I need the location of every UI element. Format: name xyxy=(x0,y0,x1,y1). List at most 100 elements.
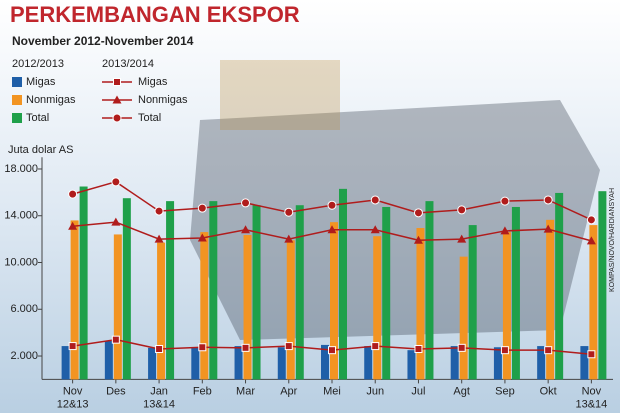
marker xyxy=(500,346,509,355)
bar xyxy=(580,346,589,380)
marker xyxy=(284,342,293,351)
bar xyxy=(148,347,157,380)
bar xyxy=(598,191,607,380)
legend-label: Nonmigas xyxy=(138,94,188,106)
legend-title: 2012/2013 xyxy=(12,58,64,70)
legend-swatch xyxy=(12,77,22,87)
marker xyxy=(68,221,78,230)
marker xyxy=(112,95,122,104)
bar xyxy=(459,256,468,380)
marker xyxy=(284,234,294,243)
x-tick-label: Sep xyxy=(495,385,515,397)
bar xyxy=(252,205,261,380)
marker xyxy=(327,200,337,210)
legend-swatch xyxy=(12,95,22,105)
chart-subtitle: November 2012-November 2014 xyxy=(12,34,194,48)
marker xyxy=(284,207,294,217)
bar xyxy=(511,206,520,380)
bar xyxy=(122,198,131,380)
legend-label: Migas xyxy=(138,76,168,88)
bar xyxy=(209,201,218,380)
marker xyxy=(457,343,466,352)
marker xyxy=(543,195,553,205)
marker xyxy=(587,350,596,359)
bar xyxy=(70,220,79,380)
x-tick-label: Apr xyxy=(280,385,297,397)
marker xyxy=(111,177,121,187)
marker xyxy=(500,196,510,206)
marker xyxy=(241,343,250,352)
x-tick-label: Des xyxy=(106,385,126,397)
x-tick-label: Nov 13&14 xyxy=(575,385,607,410)
marker xyxy=(370,225,380,234)
y-tick-label: 10.000 xyxy=(4,256,38,268)
bar xyxy=(546,219,555,380)
marker xyxy=(327,225,337,234)
chart-title: PERKEMBANGAN EKSPOR xyxy=(10,2,300,27)
x-tick-label: Feb xyxy=(193,385,212,397)
bar xyxy=(502,232,511,380)
marker xyxy=(155,345,164,354)
marker xyxy=(500,226,510,235)
bar xyxy=(382,206,391,380)
bar xyxy=(493,347,502,380)
bar xyxy=(61,346,70,380)
bar xyxy=(166,201,175,380)
bar xyxy=(277,347,286,380)
bar xyxy=(364,346,373,380)
bar xyxy=(373,236,382,380)
bar xyxy=(295,205,304,380)
marker xyxy=(370,195,380,205)
marker xyxy=(414,345,423,354)
credit: KOMPAS/NOVO/HARDIANSYAH xyxy=(609,188,616,292)
bar xyxy=(555,192,564,380)
y-tick-label: 2.000 xyxy=(10,350,38,362)
marker xyxy=(241,225,251,234)
bar xyxy=(450,346,459,380)
bar xyxy=(243,235,252,380)
containers xyxy=(220,60,340,130)
marker xyxy=(154,206,164,216)
legend-title: 2013/2014 xyxy=(102,58,154,70)
marker xyxy=(197,203,207,213)
marker xyxy=(543,224,553,233)
legend-label: Nonmigas xyxy=(26,94,76,106)
marker xyxy=(457,234,467,243)
x-tick-label: Mar xyxy=(236,385,255,397)
marker xyxy=(68,189,78,199)
marker xyxy=(586,215,596,225)
bar xyxy=(286,240,295,380)
marker xyxy=(154,234,164,243)
x-tick-label: Jan 13&14 xyxy=(143,385,175,410)
bar xyxy=(79,186,88,380)
bar xyxy=(407,350,416,380)
x-tick-label: Okt xyxy=(540,385,557,397)
bar xyxy=(339,188,347,380)
marker xyxy=(413,235,423,244)
marker xyxy=(328,346,336,355)
x-tick-label: Nov 12&13 xyxy=(57,385,89,410)
marker xyxy=(371,342,380,351)
bar xyxy=(416,228,425,380)
marker xyxy=(457,205,467,215)
marker xyxy=(113,78,121,86)
x-tick-label: Jul xyxy=(411,385,425,397)
legend-label: Total xyxy=(26,112,49,124)
marker xyxy=(544,346,553,355)
bar xyxy=(191,347,200,380)
legend-swatch xyxy=(12,113,22,123)
bar xyxy=(537,346,546,380)
y-axis-label: Juta dolar AS xyxy=(8,144,73,156)
marker xyxy=(586,236,596,245)
bar xyxy=(321,344,329,380)
bar xyxy=(234,346,243,380)
y-tick-label: 18.000 xyxy=(4,163,38,175)
marker xyxy=(241,198,251,208)
bar xyxy=(468,225,477,380)
x-tick-label: Agt xyxy=(453,385,470,397)
bar xyxy=(425,201,434,380)
bar xyxy=(200,232,209,380)
marker xyxy=(111,335,120,344)
bar xyxy=(330,222,338,380)
